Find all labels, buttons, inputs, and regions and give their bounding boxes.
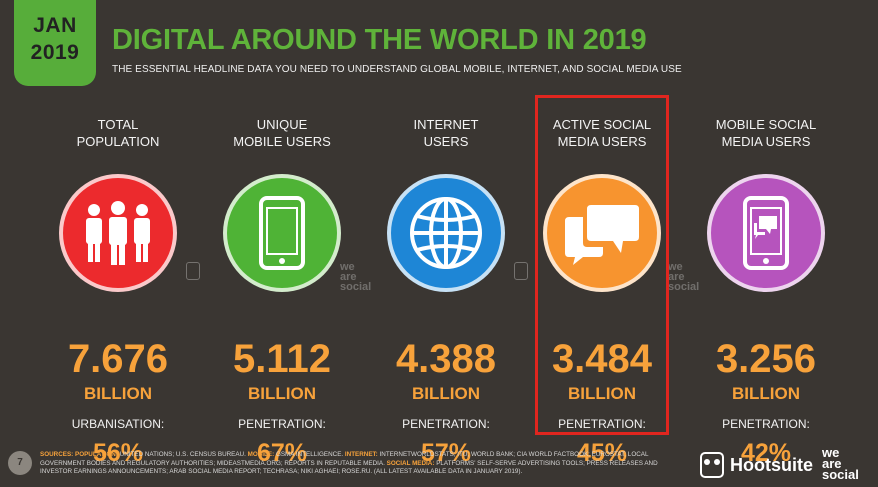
hootsuite-brand-name: Hootsuite	[730, 454, 813, 475]
stat-label: TOTAL POPULATION	[36, 116, 200, 152]
sources-population-key: POPULATION:	[75, 451, 118, 458]
sources-social-key: SOCIAL MEDIA:	[386, 459, 435, 467]
sources-population-text: UNITED NATIONS; U.S. CENSUS BUREAU.	[119, 451, 246, 458]
watermark-line: we	[668, 261, 683, 273]
watermark-line: are	[668, 271, 685, 283]
highlight-box	[535, 95, 669, 435]
owl-watermark-icon	[186, 262, 200, 280]
stat-unit: BILLION	[568, 384, 636, 403]
stat-label-line-2: MOBILE USERS	[233, 134, 331, 149]
we-are-social-watermark: we are social	[668, 261, 700, 293]
stat-mobile-social-media-users: MOBILE SOCIAL MEDIA USERS 3.256 BILLION …	[684, 110, 848, 467]
date-month: JAN	[33, 14, 77, 37]
people-icon	[59, 174, 177, 292]
logo-line: social	[822, 467, 859, 482]
sources-mobile-text: GSMA INTELLIGENCE.	[275, 451, 344, 458]
stat-unit: BILLION	[248, 384, 316, 403]
stat-percent: 42%	[740, 439, 792, 467]
stat-label-line-1: TOTAL	[97, 117, 139, 132]
stat-label-line-1: UNIQUE	[256, 117, 308, 132]
stat-label: MOBILE SOCIAL MEDIA USERS	[684, 116, 848, 152]
stat-active-social-media-users: ACTIVE SOCIAL MEDIA USERS 3.484 BILLION …	[520, 110, 684, 467]
stat-metric-label: PENETRATION:	[722, 417, 810, 431]
stat-unique-mobile-users: UNIQUE MOBILE USERS 5.112 BILLION PENETR…	[200, 110, 364, 467]
stat-value: 4.388	[395, 337, 497, 381]
stat-label: UNIQUE MOBILE USERS	[200, 116, 364, 152]
stat-label-line-1: ACTIVE SOCIAL	[552, 117, 652, 132]
page-subtitle: THE ESSENTIAL HEADLINE DATA YOU NEED TO …	[112, 64, 682, 75]
sources-internet-text: INTERNETWORLDSTATS; ITU; WORLD BANK; CIA…	[40, 451, 649, 467]
stat-metric-label: PENETRATION:	[238, 417, 326, 431]
stat-label: INTERNET USERS	[364, 116, 528, 152]
logo-line: are	[822, 456, 842, 471]
stat-metric-label: PENETRATION:	[558, 417, 646, 431]
logo-line: we	[822, 445, 840, 460]
page-number: 7	[8, 451, 32, 475]
date-year: 2019	[30, 41, 80, 64]
we-are-social-watermark: we are social	[340, 261, 372, 293]
stat-value: 3.484	[551, 337, 653, 381]
stat-total-population: TOTAL POPULATION 7.676 BILLION URBANISAT…	[36, 110, 200, 467]
stat-percent: 45%	[576, 439, 628, 467]
stat-metric-label: URBANISATION:	[71, 417, 165, 431]
stat-percent: 56%	[92, 439, 144, 467]
watermark-line: social	[668, 281, 700, 293]
hootsuite-owl-icon	[700, 452, 724, 478]
stat-label-line-1: MOBILE SOCIAL	[715, 117, 817, 132]
stat-label: ACTIVE SOCIAL MEDIA USERS	[520, 116, 684, 152]
stat-percent: 57%	[420, 439, 472, 467]
mobile-chat-icon	[707, 174, 825, 292]
we-are-social-logo: we are social	[822, 445, 859, 482]
stat-percent: 67%	[256, 439, 308, 467]
sources-text: SOURCES: POPULATION: UNITED NATIONS; U.S…	[40, 451, 680, 477]
stat-label-line-2: MEDIA USERS	[557, 134, 647, 149]
stat-label-line-1: INTERNET	[413, 117, 479, 132]
stat-value: 5.112	[233, 337, 331, 381]
page-title: DIGITAL AROUND THE WORLD IN 2019	[112, 24, 647, 56]
sources-internet-key: INTERNET:	[344, 451, 378, 458]
stat-value: 3.256	[715, 337, 817, 381]
stat-label-line-2: USERS	[423, 134, 469, 149]
stat-internet-users: INTERNET USERS 4.388 BILLION PENETRATION…	[364, 110, 528, 467]
stat-unit: BILLION	[84, 384, 152, 403]
sources-mobile-key: MOBILE:	[247, 451, 275, 458]
sources-social-text: PLATFORMS' SELF-SERVE ADVERTISING TOOLS;…	[40, 459, 658, 476]
owl-watermark-icon	[514, 262, 528, 280]
speech-bubbles-icon	[543, 174, 661, 292]
stat-value: 7.676	[67, 337, 169, 381]
mobile-phone-icon	[223, 174, 341, 292]
sources-label: SOURCES:	[40, 451, 74, 458]
stat-label-line-2: MEDIA USERS	[721, 134, 811, 149]
watermark-line: are	[340, 271, 357, 283]
hootsuite-logo: Hootsuite	[700, 450, 813, 480]
stat-label-line-2: POPULATION	[76, 134, 160, 149]
stat-unit: BILLION	[732, 384, 800, 403]
date-badge: JAN 2019	[14, 0, 96, 86]
stat-unit: BILLION	[412, 384, 480, 403]
watermark-line: social	[340, 281, 372, 293]
globe-icon	[387, 174, 505, 292]
stat-metric-label: PENETRATION:	[402, 417, 490, 431]
watermark-line: we	[340, 261, 355, 273]
